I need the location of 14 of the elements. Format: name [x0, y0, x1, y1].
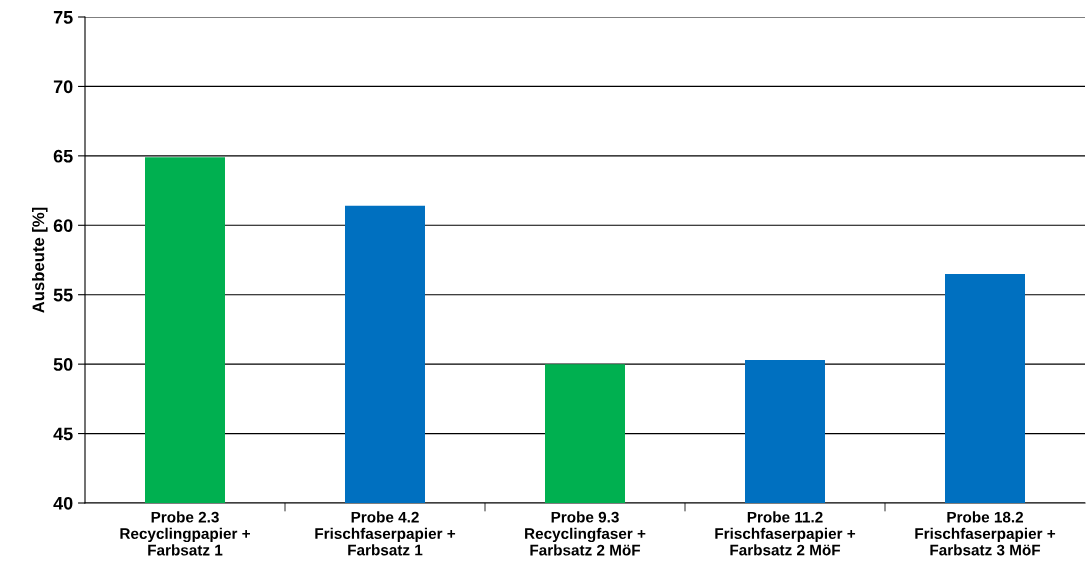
y-tick-label: 75 — [53, 11, 73, 24]
y-tick-label: 60 — [53, 219, 73, 233]
y-tick-label: 55 — [53, 288, 73, 302]
y-axis-title: Ausbeute [%] — [32, 207, 48, 313]
x-tick-label: Probe 18.2 Frischfaserpapier + Farbsatz 3 MöF — [915, 511, 1056, 556]
y-tick-label: 70 — [53, 80, 73, 94]
y-tick-label: 45 — [53, 427, 73, 441]
x-tick-label: Probe 4.2 Frischfaserpapier + Farbsatz 1 — [315, 511, 456, 556]
y-tick-label: 65 — [53, 149, 73, 163]
x-tick-label: Probe 2.3 Recyclingpapier + Farbsatz 1 — [120, 511, 250, 556]
x-tick-label: Probe 9.3 Recyclingfaser + Farbsatz 2 MöF — [525, 511, 646, 556]
y-tick-label: 40 — [53, 496, 73, 510]
x-tick-label: Probe 11.2 Frischfaserpapier + Farbsatz 2 MöF — [715, 511, 856, 556]
y-tick-label: 50 — [53, 358, 73, 371]
